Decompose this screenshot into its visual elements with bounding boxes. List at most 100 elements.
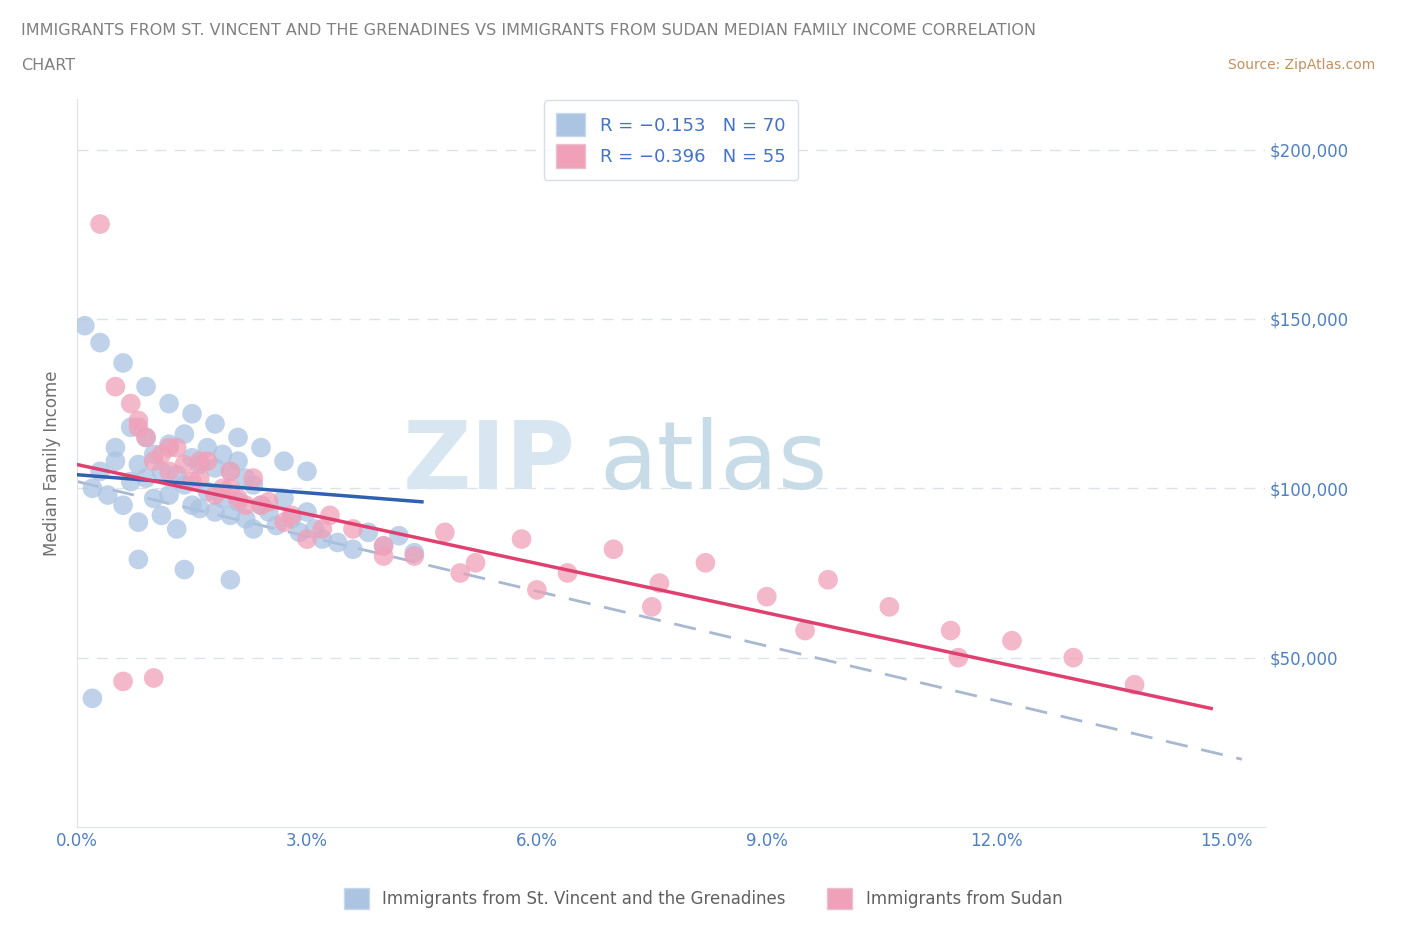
Point bbox=[311, 532, 333, 547]
Point bbox=[127, 514, 149, 529]
Point bbox=[226, 495, 249, 510]
Point bbox=[464, 555, 486, 570]
Point bbox=[112, 674, 135, 689]
Point bbox=[602, 542, 624, 557]
Point bbox=[181, 406, 204, 421]
Point bbox=[120, 419, 142, 434]
Point bbox=[188, 454, 211, 469]
Point bbox=[142, 671, 165, 685]
Point bbox=[273, 514, 295, 529]
Point bbox=[219, 572, 242, 587]
Point bbox=[112, 498, 135, 512]
Point bbox=[280, 512, 302, 526]
Point bbox=[157, 437, 180, 452]
Point bbox=[449, 565, 471, 580]
Point bbox=[211, 447, 233, 462]
Point bbox=[142, 491, 165, 506]
Point bbox=[166, 440, 188, 455]
Point bbox=[73, 318, 96, 333]
Point bbox=[695, 555, 717, 570]
Point bbox=[319, 508, 342, 523]
Point bbox=[135, 430, 157, 445]
Text: Source: ZipAtlas.com: Source: ZipAtlas.com bbox=[1227, 58, 1375, 72]
Point bbox=[157, 464, 180, 479]
Point bbox=[817, 572, 839, 587]
Point bbox=[135, 379, 157, 394]
Point bbox=[295, 505, 318, 520]
Point bbox=[755, 590, 778, 604]
Point bbox=[242, 477, 264, 492]
Point bbox=[166, 467, 188, 482]
Point bbox=[204, 460, 226, 475]
Point bbox=[219, 464, 242, 479]
Point bbox=[304, 522, 326, 537]
Point bbox=[157, 396, 180, 411]
Point bbox=[142, 447, 165, 462]
Point bbox=[526, 582, 548, 597]
Point bbox=[373, 549, 395, 564]
Text: atlas: atlas bbox=[600, 417, 828, 509]
Y-axis label: Median Family Income: Median Family Income bbox=[44, 370, 60, 555]
Legend: R = −0.153   N = 70, R = −0.396   N = 55: R = −0.153 N = 70, R = −0.396 N = 55 bbox=[544, 100, 799, 180]
Point bbox=[89, 217, 111, 232]
Point bbox=[173, 458, 195, 472]
Point bbox=[273, 454, 295, 469]
Point bbox=[342, 522, 364, 537]
Point bbox=[404, 549, 426, 564]
Point bbox=[166, 522, 188, 537]
Point bbox=[219, 481, 242, 496]
Point bbox=[195, 454, 218, 469]
Legend: Immigrants from St. Vincent and the Grenadines, Immigrants from Sudan: Immigrants from St. Vincent and the Gren… bbox=[336, 880, 1070, 917]
Point bbox=[188, 471, 211, 485]
Point bbox=[181, 450, 204, 465]
Point bbox=[357, 525, 380, 539]
Point bbox=[195, 485, 218, 499]
Point bbox=[112, 355, 135, 370]
Point bbox=[188, 501, 211, 516]
Point bbox=[120, 396, 142, 411]
Point bbox=[89, 464, 111, 479]
Point bbox=[150, 508, 173, 523]
Point bbox=[82, 481, 104, 496]
Point bbox=[150, 447, 173, 462]
Point bbox=[211, 491, 233, 506]
Point bbox=[250, 440, 273, 455]
Point bbox=[211, 481, 233, 496]
Text: ZIP: ZIP bbox=[404, 417, 576, 509]
Text: CHART: CHART bbox=[21, 58, 75, 73]
Point bbox=[433, 525, 456, 539]
Point bbox=[939, 623, 962, 638]
Point bbox=[948, 650, 970, 665]
Point bbox=[242, 471, 264, 485]
Point bbox=[510, 532, 533, 547]
Point bbox=[195, 440, 218, 455]
Point bbox=[173, 427, 195, 442]
Point bbox=[235, 512, 257, 526]
Point bbox=[173, 477, 195, 492]
Point bbox=[226, 454, 249, 469]
Point bbox=[250, 498, 273, 512]
Point bbox=[373, 538, 395, 553]
Point bbox=[388, 528, 411, 543]
Point bbox=[181, 498, 204, 512]
Point bbox=[226, 430, 249, 445]
Point bbox=[204, 417, 226, 432]
Point bbox=[641, 600, 664, 615]
Point bbox=[82, 691, 104, 706]
Point bbox=[219, 464, 242, 479]
Point bbox=[1001, 633, 1024, 648]
Point bbox=[273, 491, 295, 506]
Point bbox=[142, 454, 165, 469]
Point bbox=[373, 538, 395, 553]
Point bbox=[135, 471, 157, 485]
Text: IMMIGRANTS FROM ST. VINCENT AND THE GRENADINES VS IMMIGRANTS FROM SUDAN MEDIAN F: IMMIGRANTS FROM ST. VINCENT AND THE GREN… bbox=[21, 23, 1036, 38]
Point bbox=[181, 474, 204, 489]
Point bbox=[1062, 650, 1084, 665]
Point bbox=[235, 498, 257, 512]
Point bbox=[311, 522, 333, 537]
Point bbox=[104, 454, 127, 469]
Point bbox=[342, 542, 364, 557]
Point bbox=[104, 379, 127, 394]
Point bbox=[266, 518, 288, 533]
Point bbox=[242, 522, 264, 537]
